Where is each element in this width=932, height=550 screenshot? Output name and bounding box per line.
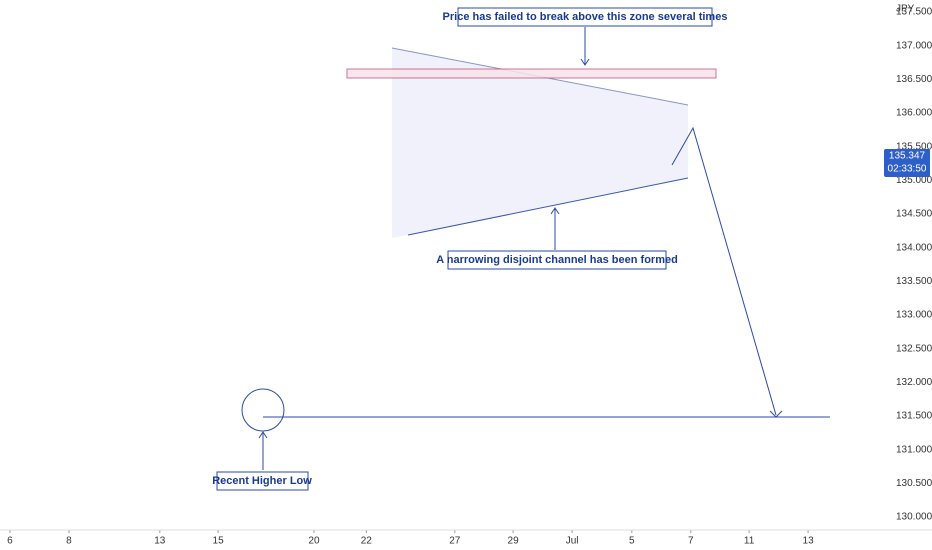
y-tick-label: 136.000 <box>896 108 932 119</box>
x-tick-label: 7 <box>688 536 694 547</box>
x-tick-label: 22 <box>361 536 373 547</box>
arrow-head <box>580 58 590 66</box>
channel-lower <box>407 177 689 236</box>
x-tick-label: 6 <box>7 536 13 547</box>
annotation: A narrowing disjoint channel has been fo… <box>436 254 678 266</box>
annotation-box <box>216 471 309 491</box>
currency-label: JPY <box>896 4 915 15</box>
y-tick-label: 133.500 <box>896 276 932 287</box>
x-tick-label: 13 <box>154 536 166 547</box>
annotation: Recent Higher Low <box>212 475 312 487</box>
annotations-layer: Price has failed to break above this zon… <box>212 7 830 491</box>
y-tick-label: 131.500 <box>896 411 932 422</box>
countdown-label: 02:33:50 <box>888 164 927 175</box>
channel-shade <box>392 48 688 238</box>
annotation-box <box>447 250 667 270</box>
annotation: Price has failed to break above this zon… <box>443 11 728 23</box>
y-tick-label: 137.000 <box>896 40 932 51</box>
x-tick-label: 20 <box>308 536 320 547</box>
annotation-box <box>457 7 713 27</box>
y-tick-label: 134.000 <box>896 242 932 253</box>
x-tick-label: 13 <box>803 536 815 547</box>
resistance-zone <box>346 68 717 79</box>
projection <box>671 126 777 416</box>
x-tick-label: 8 <box>66 536 72 547</box>
x-tick-label: 27 <box>449 536 461 547</box>
y-tick-label: 133.000 <box>896 310 932 321</box>
arrow-head <box>769 410 783 418</box>
y-tick-label: 132.000 <box>896 377 932 388</box>
x-tick-label: 5 <box>629 536 635 547</box>
y-tick-label: 134.500 <box>896 209 932 220</box>
y-tick-label: 135.000 <box>896 175 932 186</box>
arrow-head <box>258 431 268 439</box>
y-tick-label: 131.000 <box>896 444 932 455</box>
y-tick-label: 135.500 <box>896 141 932 152</box>
y-tick-label: 132.500 <box>896 343 932 354</box>
x-tick-label: 11 <box>744 536 755 547</box>
x-tick-label: 15 <box>213 536 225 547</box>
arrow-head <box>550 207 560 215</box>
y-tick-label: 137.500 <box>896 7 932 18</box>
y-tick-label: 130.000 <box>896 512 932 523</box>
x-tick-label: Jul <box>566 536 579 547</box>
y-tick-label: 130.500 <box>896 478 932 489</box>
y-tick-label: 136.500 <box>896 74 932 85</box>
low-circle <box>241 388 285 432</box>
last-price-label: 135.347 <box>889 151 926 162</box>
price-label-box <box>884 148 930 177</box>
x-tick-label: 29 <box>508 536 520 547</box>
